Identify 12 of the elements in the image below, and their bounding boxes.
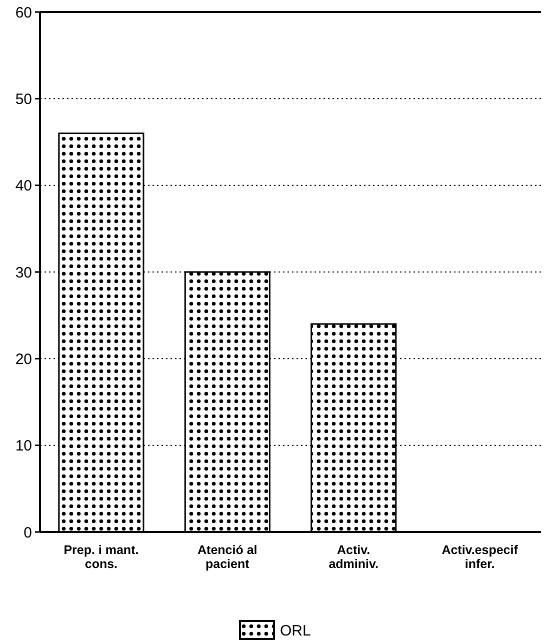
legend-label: ORL <box>280 622 311 640</box>
y-tick-label: 30 <box>15 264 32 282</box>
y-tick-label: 10 <box>15 438 32 455</box>
y-tick-label: 0 <box>24 524 32 542</box>
y-tick-label: 50 <box>15 90 32 108</box>
y-tick-label: 40 <box>15 178 32 195</box>
x-tick-label: Atenció al pacient <box>198 543 258 571</box>
y-tick-label: 60 <box>15 4 32 22</box>
x-tick-label: Prep. i mant. cons. <box>64 543 139 571</box>
x-tick-label: Activ. adminiv. <box>328 543 378 571</box>
y-tick-label: 20 <box>15 350 32 368</box>
x-tick-label: Activ.especif infer. <box>442 543 519 571</box>
